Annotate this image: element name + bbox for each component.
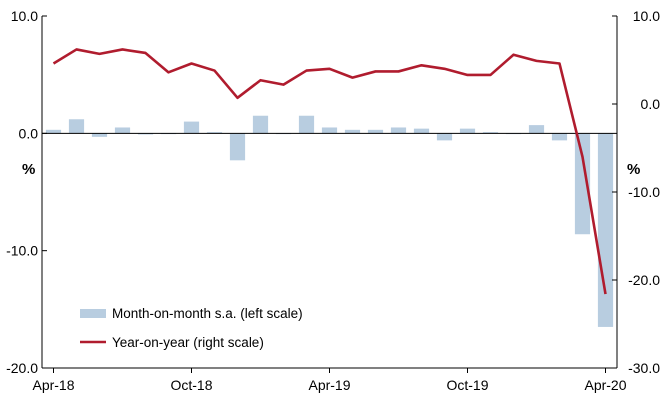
bar-Jul-18 [114,127,131,134]
left-axis-unit: % [22,161,35,178]
left-tick-label: 10.0 [11,8,38,24]
bar-Jun-18 [91,133,108,137]
legend: Month-on-month s.a. (left scale) Year-on… [80,306,303,350]
legend-label-year-on-year: Year-on-year (right scale) [112,335,264,350]
x-tick-label: Apr-18 [32,377,74,393]
bar-May-19 [344,129,361,134]
left-tick-label: -10.0 [6,243,38,259]
bar-Mar-20 [574,133,591,235]
bar-Jan-19 [252,115,269,134]
legend-label-month-on-month: Month-on-month s.a. (left scale) [112,306,303,321]
right-axis-unit: % [627,161,640,178]
bar-Feb-20 [551,133,568,141]
bar-Apr-20 [597,133,614,327]
line-series [52,48,607,295]
bar-series [45,115,614,327]
bar-Mar-19 [298,115,315,134]
x-tick-label: Oct-19 [446,377,488,393]
right-tick-label: 10.0 [633,8,660,24]
x-axis-ticks: Apr-18 Oct-18 Apr-19 Oct-19 Apr-20 [32,368,627,393]
bar-Jun-19 [367,129,384,134]
bar-Sep-19 [436,133,453,141]
right-tick-label: -30.0 [628,360,660,376]
left-axis-ticks: 10.0 0.0 -10.0 -20.0 [6,8,47,376]
right-tick-label: 0.0 [641,96,661,112]
left-tick-label: -20.0 [6,360,38,376]
bar-Apr-18 [45,129,62,134]
bar-Oct-18 [183,121,200,134]
bar-Apr-19 [321,127,338,134]
bar-Jul-19 [390,127,407,134]
bar-Aug-18 [137,133,154,135]
bar-Oct-19 [459,128,476,134]
bar-Nov-19 [482,132,499,134]
left-tick-label: 0.0 [19,125,39,141]
right-tick-label: -20.0 [628,272,660,288]
bar-Nov-18 [206,132,223,134]
x-tick-label: Apr-20 [584,377,626,393]
right-axis-ticks: 10.0 0.0 -10.0 -20.0 -30.0 [612,8,660,376]
bar-May-18 [68,119,85,134]
bar-Jan-20 [528,125,545,134]
x-tick-label: Oct-18 [170,377,212,393]
bar-Aug-19 [413,128,430,134]
legend-swatch-month-on-month [80,309,106,318]
x-tick-label: Apr-19 [308,377,350,393]
bar-Dec-18 [229,133,246,161]
right-tick-label: -10.0 [628,184,660,200]
